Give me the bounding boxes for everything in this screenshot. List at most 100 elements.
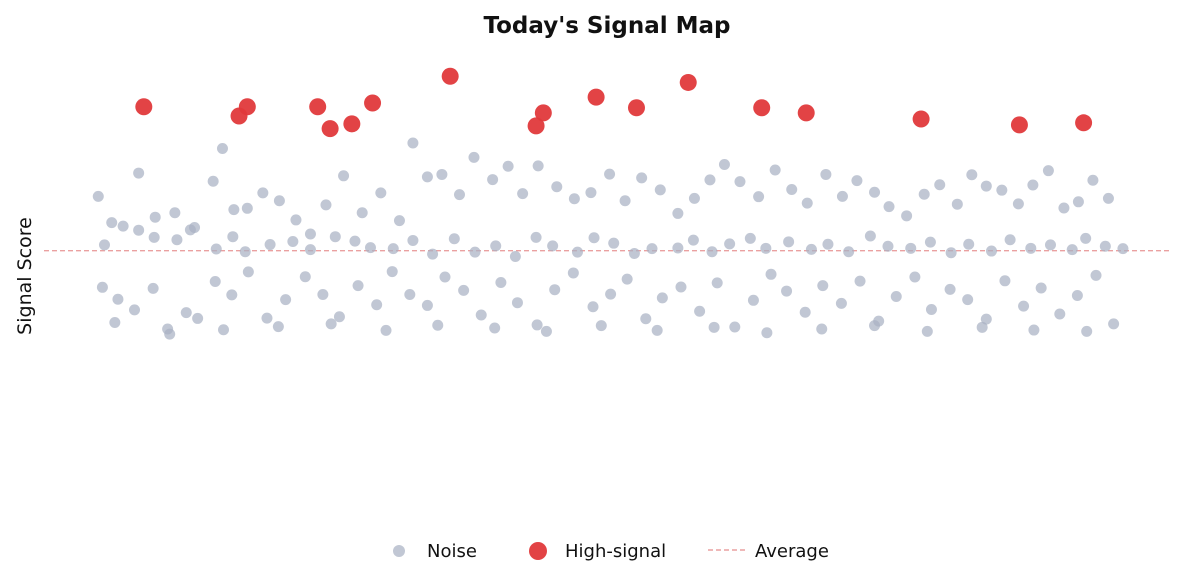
noise-point — [1081, 325, 1093, 337]
noise-point — [407, 137, 419, 149]
noise-point — [386, 266, 398, 278]
noise-point — [656, 292, 668, 304]
noise-point — [227, 231, 239, 243]
high-signal-point — [238, 98, 256, 116]
noise-point — [921, 325, 933, 337]
noise-point — [734, 176, 746, 188]
noise-point — [605, 288, 617, 300]
noise-point — [218, 324, 230, 336]
noise-point — [1054, 308, 1066, 320]
noise-point — [918, 188, 930, 200]
noise-point — [380, 324, 392, 336]
noise-point — [729, 321, 741, 333]
noise-point — [273, 195, 285, 207]
noise-point — [636, 172, 648, 184]
noise-point — [242, 266, 254, 278]
noise-point — [1066, 244, 1078, 256]
legend-noise-label: Noise — [427, 541, 477, 562]
noise-point — [945, 247, 957, 259]
chart-title: Today's Signal Map — [483, 13, 730, 39]
noise-point — [325, 318, 337, 330]
noise-point — [489, 322, 501, 334]
noise-point — [687, 234, 699, 246]
legend: Noise High-signal Average — [393, 541, 829, 562]
noise-point — [468, 151, 480, 163]
noise-point — [924, 236, 936, 248]
noise-point — [890, 291, 902, 303]
noise-point — [843, 246, 855, 258]
noise-point — [241, 202, 253, 214]
noise-point — [502, 160, 514, 172]
noise-point — [934, 179, 946, 191]
noise-point — [509, 251, 521, 263]
noise-point — [1042, 165, 1054, 177]
noise-point — [799, 306, 811, 318]
high-signal-point — [135, 98, 153, 116]
noise-point — [487, 174, 499, 186]
noise-point — [375, 187, 387, 199]
noise-point — [180, 307, 192, 319]
noise-point — [640, 313, 652, 325]
noise-point — [905, 242, 917, 254]
noise-point — [458, 284, 470, 296]
noise-point — [333, 311, 345, 323]
noise-point — [228, 204, 240, 216]
high-signal-point — [1075, 114, 1093, 132]
high-signal-point — [587, 88, 605, 106]
noise-point — [672, 207, 684, 219]
noise-point — [761, 327, 773, 339]
noise-point — [951, 198, 963, 210]
high-signal-point — [679, 73, 697, 91]
noise-point — [980, 180, 992, 192]
noise-point — [551, 181, 563, 193]
noise-point — [133, 224, 145, 236]
noise-point — [1117, 243, 1129, 255]
noise-point — [261, 312, 273, 324]
noise-point — [1090, 269, 1102, 281]
noise-point — [621, 273, 633, 285]
noise-point — [404, 288, 416, 300]
high-signal-point — [534, 104, 552, 122]
y-axis-label: Signal Score — [14, 217, 36, 335]
high-signal-point — [797, 104, 815, 122]
noise-point — [532, 160, 544, 172]
noise-point — [96, 281, 108, 293]
noise-point — [98, 239, 110, 251]
noise-point — [976, 321, 988, 333]
noise-point — [675, 281, 687, 293]
noise-point — [112, 293, 124, 305]
noise-point — [587, 301, 599, 313]
noise-point — [1099, 240, 1111, 252]
noise-point — [608, 237, 620, 249]
noise-point — [711, 277, 723, 289]
high-signal-point — [309, 98, 327, 116]
noise-point — [944, 283, 956, 295]
noise-point — [869, 186, 881, 198]
noise-point — [148, 231, 160, 243]
noise-point — [985, 245, 997, 257]
noise-point — [171, 234, 183, 246]
noise-point — [718, 159, 730, 171]
noise-point — [568, 193, 580, 205]
noise-point — [421, 299, 433, 311]
noise-point — [439, 271, 451, 283]
plot-area — [44, 67, 1170, 340]
noise-point — [1071, 290, 1083, 302]
noise-point — [724, 238, 736, 250]
noise-point — [966, 169, 978, 181]
noise-point — [962, 294, 974, 306]
noise-point — [882, 240, 894, 252]
noise-point — [816, 323, 828, 335]
noise-point — [338, 170, 350, 182]
noise-point — [909, 271, 921, 283]
noise-point — [329, 231, 341, 243]
noise-point — [540, 325, 552, 337]
noise-point — [925, 304, 937, 316]
noise-point — [1072, 196, 1084, 208]
noise-point — [517, 188, 529, 200]
noise-point — [1012, 198, 1024, 210]
noise-point — [239, 246, 251, 258]
noise-point — [694, 305, 706, 317]
high-signal-point — [912, 110, 930, 128]
noise-point — [448, 233, 460, 245]
